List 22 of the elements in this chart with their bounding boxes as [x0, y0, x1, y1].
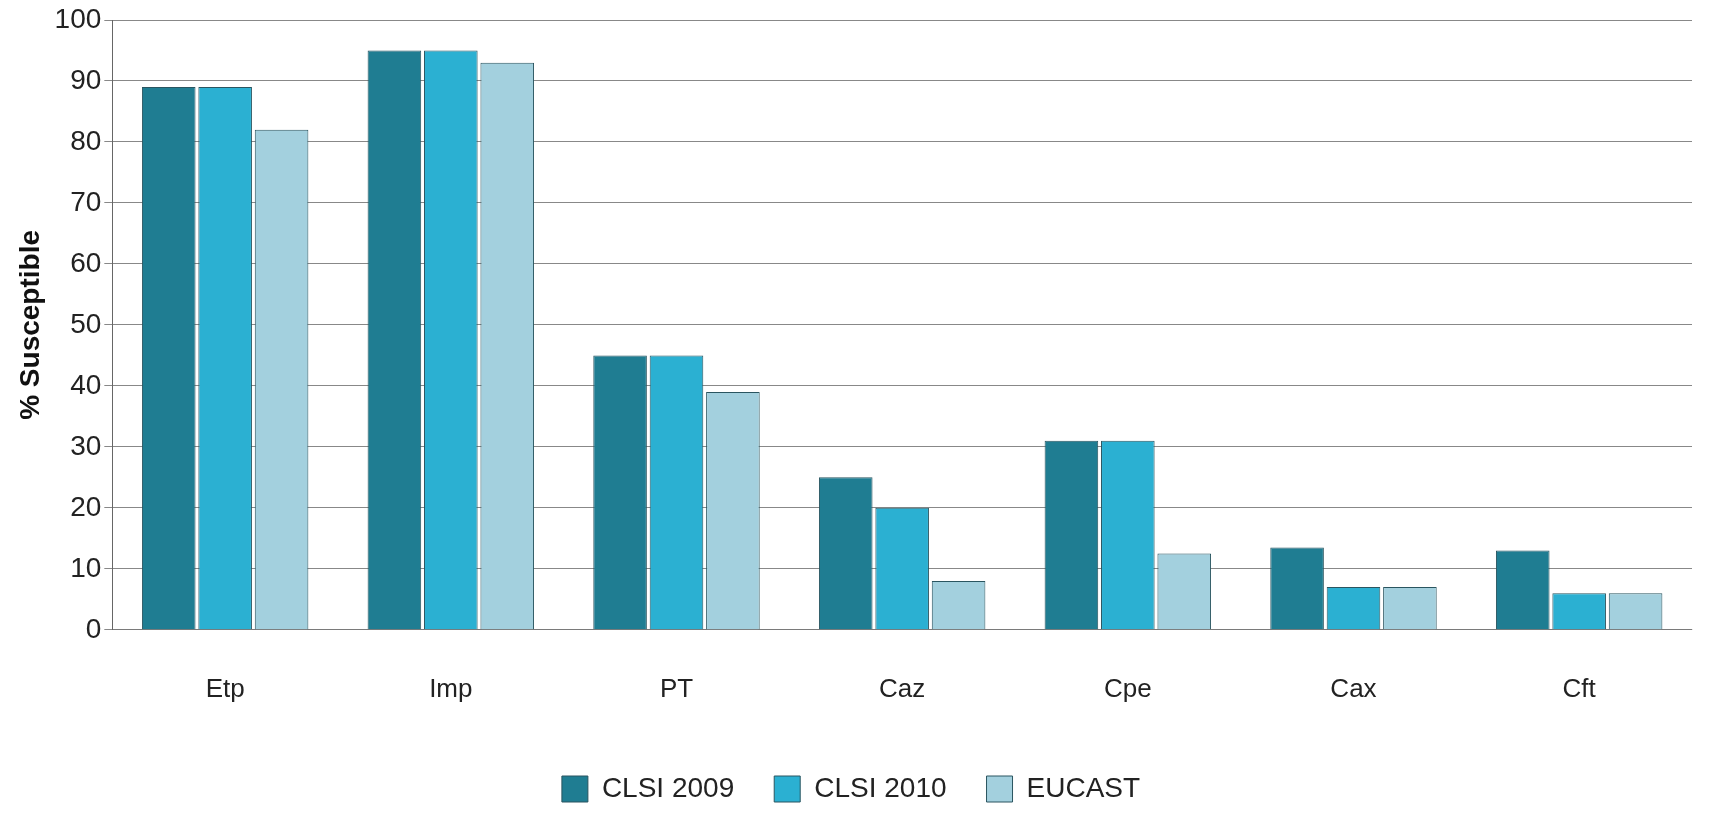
y-tick-label: 80 [70, 124, 102, 156]
x-tick-label: Caz [879, 672, 926, 703]
legend-label: EUCAST [1026, 771, 1141, 803]
x-tick-label: Cft [1562, 672, 1597, 703]
y-tick-label: 10 [70, 551, 102, 583]
y-tick-label: 100 [54, 2, 102, 34]
x-tick-label: Cax [1330, 672, 1377, 703]
x-tick-label: PT [659, 672, 694, 703]
x-tick-label: Imp [429, 672, 473, 703]
y-tick-label: 0 [85, 612, 102, 644]
y-tick-label: 90 [70, 63, 102, 95]
x-tick-label: Etp [205, 672, 245, 703]
y-tick-label: 20 [70, 490, 102, 522]
y-tick-label: 50 [70, 307, 102, 339]
y-tick-label: 40 [70, 368, 102, 400]
legend-label: CLSI 2009 [601, 771, 735, 803]
y-axis-title: % Susceptible [13, 229, 45, 420]
y-tick-label: 30 [70, 429, 102, 461]
y-tick-label: 70 [70, 185, 102, 217]
legend-label: CLSI 2010 [814, 771, 947, 803]
x-tick-label: Cpe [1103, 672, 1152, 703]
y-tick-label: 60 [70, 246, 102, 278]
